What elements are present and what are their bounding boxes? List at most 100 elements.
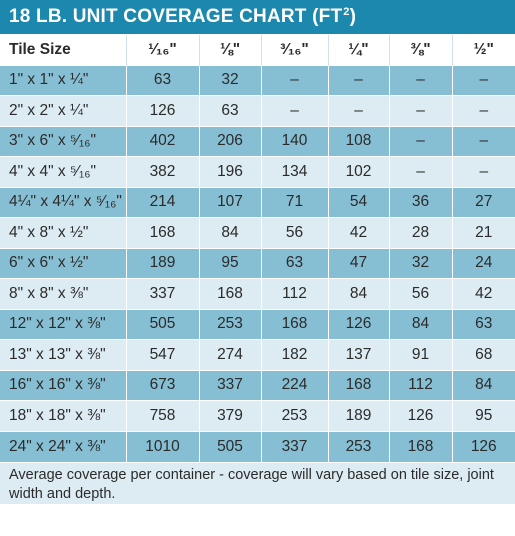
chart-title-unit-superscript: 2 bbox=[343, 5, 350, 18]
coverage-cell: 63 bbox=[260, 247, 328, 279]
coverage-cell: 63 bbox=[451, 308, 515, 340]
tile-size-cell: 24" x 24" x ⅜" bbox=[0, 430, 126, 462]
coverage-cell: 84 bbox=[327, 278, 389, 309]
coverage-cell: 337 bbox=[198, 369, 261, 401]
coverage-cell: 63 bbox=[125, 64, 199, 96]
coverage-cell: – bbox=[451, 125, 515, 157]
coverage-cell: – bbox=[388, 125, 452, 157]
coverage-cell: 84 bbox=[388, 308, 452, 340]
coverage-cell: 402 bbox=[125, 125, 199, 157]
coverage-cell: 56 bbox=[388, 278, 452, 309]
coverage-cell: 168 bbox=[198, 278, 261, 309]
table-row: 18" x 18" x ⅜" 758 379 253 189 126 95 bbox=[0, 400, 515, 431]
table-body: 1" x 1" x ¼" 63 32– – – –2" x 2" x ¼" 126 63– – –… bbox=[0, 64, 515, 462]
coverage-cell: 379 bbox=[198, 400, 261, 431]
tile-size-cell: 4" x 4" x ⁵⁄₁₆" bbox=[0, 156, 126, 187]
chart-title-bar: 18 LB. UNIT COVERAGE CHART (FT2) bbox=[0, 0, 515, 34]
table-row: 4" x 4" x ⁵⁄₁₆" 382 196 134 102– – bbox=[0, 156, 515, 187]
coverage-cell: 253 bbox=[260, 400, 328, 431]
tile-size-cell: 16" x 16" x ⅜" bbox=[0, 369, 126, 401]
coverage-cell: – bbox=[451, 95, 515, 126]
coverage-cell: 168 bbox=[260, 308, 328, 340]
coverage-cell: – bbox=[388, 95, 452, 126]
table-row: 12" x 12" x ⅜" 505 253 168 126 84 63 bbox=[0, 308, 515, 340]
coverage-cell: 168 bbox=[125, 217, 199, 248]
column-header: ¼" bbox=[327, 34, 389, 65]
coverage-cell: 84 bbox=[198, 217, 261, 248]
coverage-cell: – bbox=[327, 95, 389, 126]
tile-size-cell: 1" x 1" x ¼" bbox=[0, 64, 126, 96]
column-header: ⅜" bbox=[388, 34, 452, 65]
table-row: 8" x 8" x ⅜" 337 168 112 84 56 42 bbox=[0, 278, 515, 309]
coverage-cell: 54 bbox=[327, 186, 389, 218]
column-header: ⅛" bbox=[198, 34, 261, 65]
coverage-cell: 102 bbox=[327, 156, 389, 187]
coverage-cell: 673 bbox=[125, 369, 199, 401]
coverage-cell: 137 bbox=[327, 339, 389, 370]
table-row: 6" x 6" x ½" 189 95 63 47 32 24 bbox=[0, 247, 515, 279]
coverage-cell: – bbox=[451, 64, 515, 96]
tile-size-cell: 4" x 8" x ½" bbox=[0, 217, 126, 248]
coverage-cell: 42 bbox=[451, 278, 515, 309]
coverage-cell: 91 bbox=[388, 339, 452, 370]
coverage-cell: – bbox=[451, 156, 515, 187]
tile-size-cell: 18" x 18" x ⅜" bbox=[0, 400, 126, 431]
tile-size-cell: 13" x 13" x ⅜" bbox=[0, 339, 126, 370]
tile-size-cell: 2" x 2" x ¼" bbox=[0, 95, 126, 126]
coverage-cell: 112 bbox=[260, 278, 328, 309]
coverage-cell: 253 bbox=[327, 430, 389, 462]
table-row: 16" x 16" x ⅜" 673 337 224 168 112 84 bbox=[0, 369, 515, 401]
coverage-cell: 42 bbox=[327, 217, 389, 248]
coverage-cell: 95 bbox=[198, 247, 261, 279]
tile-size-cell: 3" x 6" x ⁵⁄₁₆" bbox=[0, 125, 126, 157]
coverage-cell: 182 bbox=[260, 339, 328, 370]
coverage-cell: 107 bbox=[198, 186, 261, 218]
table-row: 4" x 8" x ½" 168 84 56 42 28 21 bbox=[0, 217, 515, 248]
coverage-cell: 134 bbox=[260, 156, 328, 187]
coverage-cell: 56 bbox=[260, 217, 328, 248]
coverage-cell: 505 bbox=[125, 308, 199, 340]
coverage-cell: 63 bbox=[198, 95, 261, 126]
coverage-cell: 108 bbox=[327, 125, 389, 157]
chart-title-unit-open: (FT bbox=[312, 6, 343, 27]
coverage-cell: 112 bbox=[388, 369, 452, 401]
coverage-cell: 382 bbox=[125, 156, 199, 187]
coverage-cell: – bbox=[260, 95, 328, 126]
chart-title-unit-close: ) bbox=[349, 6, 357, 27]
tile-size-cell: 12" x 12" x ⅜" bbox=[0, 308, 126, 340]
coverage-cell: 21 bbox=[451, 217, 515, 248]
tile-size-cell: 4¼" x 4¼" x ⁵⁄₁₆" bbox=[0, 186, 126, 218]
table-row: 4¼" x 4¼" x ⁵⁄₁₆" 214 107 71 54 36 27 bbox=[0, 186, 515, 218]
coverage-cell: 189 bbox=[125, 247, 199, 279]
coverage-cell: 274 bbox=[198, 339, 261, 370]
header-row: Tile Size ¹⁄₁₆" ⅛" ³⁄₁₆" ¼" ⅜" ½" bbox=[0, 34, 515, 65]
chart-title-unit: (FT2) bbox=[312, 6, 356, 28]
coverage-cell: – bbox=[260, 64, 328, 96]
tile-size-cell: 8" x 8" x ⅜" bbox=[0, 278, 126, 309]
coverage-cell: 71 bbox=[260, 186, 328, 218]
coverage-cell: 126 bbox=[327, 308, 389, 340]
coverage-cell: 24 bbox=[451, 247, 515, 279]
column-header: Tile Size bbox=[0, 34, 126, 65]
coverage-cell: 95 bbox=[451, 400, 515, 431]
coverage-cell: 214 bbox=[125, 186, 199, 218]
coverage-cell: 758 bbox=[125, 400, 199, 431]
coverage-cell: 140 bbox=[260, 125, 328, 157]
coverage-cell: 505 bbox=[198, 430, 261, 462]
coverage-cell: 337 bbox=[125, 278, 199, 309]
coverage-cell: – bbox=[388, 64, 452, 96]
coverage-table: Tile Size ¹⁄₁₆" ⅛" ³⁄₁₆" ¼" ⅜" ½" 1" x 1… bbox=[0, 34, 515, 462]
table-row: 2" x 2" x ¼" 126 63– – – – bbox=[0, 95, 515, 126]
coverage-cell: 126 bbox=[125, 95, 199, 126]
coverage-cell: – bbox=[388, 156, 452, 187]
coverage-cell: 47 bbox=[327, 247, 389, 279]
coverage-cell: 27 bbox=[451, 186, 515, 218]
coverage-cell: 68 bbox=[451, 339, 515, 370]
chart-title: 18 LB. UNIT COVERAGE CHART bbox=[9, 6, 307, 27]
coverage-cell: 84 bbox=[451, 369, 515, 401]
coverage-cell: 189 bbox=[327, 400, 389, 431]
table-row: 13" x 13" x ⅜" 547 274 182 137 91 68 bbox=[0, 339, 515, 370]
coverage-cell: 168 bbox=[388, 430, 452, 462]
table-row: 1" x 1" x ¼" 63 32– – – – bbox=[0, 64, 515, 96]
